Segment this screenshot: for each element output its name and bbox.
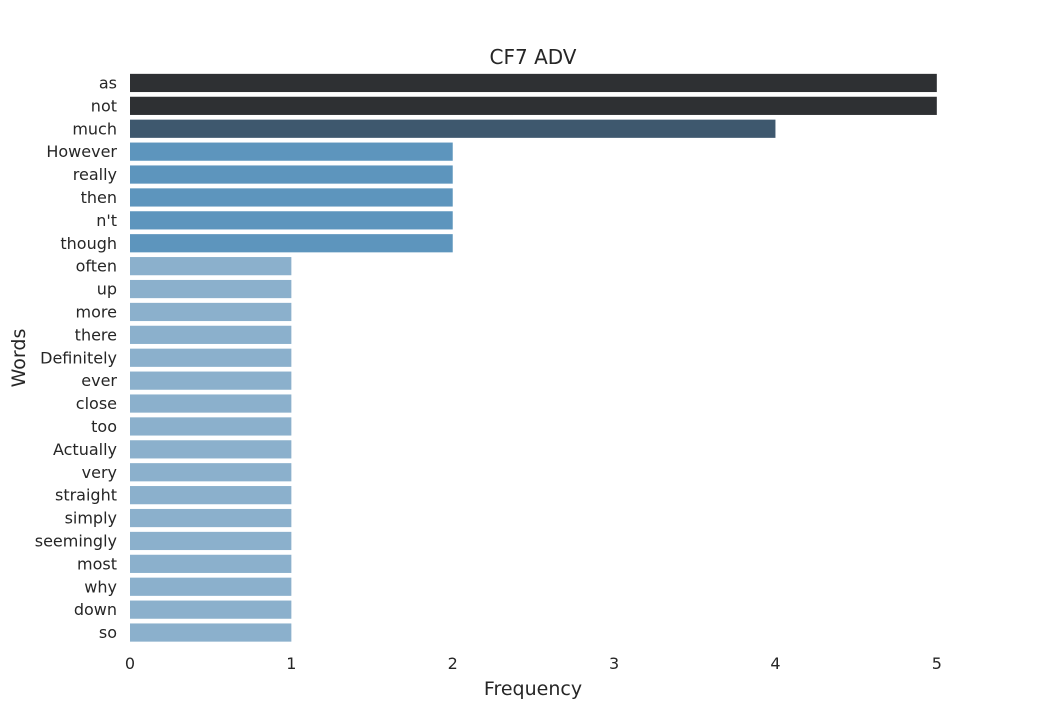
bar-then <box>130 188 453 207</box>
y-tick-label: Definitely <box>40 348 117 367</box>
bar-straight <box>130 486 292 505</box>
x-tick-labels: 0 1 2 3 4 5 <box>125 654 942 673</box>
chart-title: CF7 ADV <box>490 45 577 69</box>
bar-more <box>130 302 292 322</box>
bar-most <box>130 554 292 573</box>
bar-definitely <box>130 348 292 367</box>
y-axis-label: Words <box>8 329 30 388</box>
x-tick-label: 3 <box>609 654 619 673</box>
bar-seemingly <box>130 531 292 551</box>
bar-so <box>130 623 292 642</box>
y-tick-label: so <box>99 623 117 642</box>
y-tick-label: why <box>84 577 117 596</box>
bar-often <box>130 257 292 276</box>
y-tick-label: seemingly <box>35 531 117 550</box>
bar-up <box>130 279 292 299</box>
bar-very <box>130 463 292 482</box>
x-tick-label: 0 <box>125 654 135 673</box>
y-tick-labels: as not much However really then n't though often… <box>35 73 118 642</box>
bar-however <box>130 142 453 161</box>
y-tick-label: Actually <box>53 440 117 459</box>
y-tick-label: close <box>76 394 117 413</box>
x-tick-label: 4 <box>770 654 780 673</box>
x-tick-label: 2 <box>448 654 458 673</box>
y-tick-label: then <box>81 188 117 207</box>
bar-as <box>130 73 937 93</box>
bar-much <box>130 119 776 138</box>
bar-down <box>130 600 292 619</box>
y-tick-label: more <box>76 302 117 321</box>
bar-why <box>130 577 292 596</box>
bar-really <box>130 165 453 184</box>
x-tick-label: 1 <box>286 654 296 673</box>
y-tick-label: as <box>99 73 117 92</box>
bars-group <box>130 73 937 642</box>
bar-though <box>130 234 453 253</box>
y-tick-label: though <box>60 234 117 253</box>
y-tick-label: very <box>82 463 117 482</box>
y-tick-label: straight <box>55 486 117 505</box>
y-tick-label: not <box>91 96 117 115</box>
y-tick-label: often <box>76 257 117 276</box>
bar-actually <box>130 440 292 459</box>
y-tick-label: there <box>75 325 117 344</box>
y-tick-label: However <box>46 142 117 161</box>
bar-not <box>130 96 937 115</box>
y-tick-label: too <box>91 417 117 436</box>
bar-ever <box>130 371 292 390</box>
y-tick-label: much <box>72 119 117 138</box>
bar-there <box>130 325 292 344</box>
y-tick-label: ever <box>81 371 117 390</box>
y-tick-label: up <box>97 280 117 299</box>
y-tick-label: n't <box>96 211 117 230</box>
bar-n-t <box>130 211 453 230</box>
y-tick-label: down <box>74 600 117 619</box>
x-tick-label: 5 <box>932 654 942 673</box>
y-tick-label: most <box>77 554 117 573</box>
bar-close <box>130 394 292 413</box>
x-axis-label: Frequency <box>484 678 582 700</box>
y-tick-label: simply <box>65 509 117 528</box>
y-tick-label: really <box>73 165 117 184</box>
bar-simply <box>130 508 292 528</box>
bar-too <box>130 417 292 436</box>
